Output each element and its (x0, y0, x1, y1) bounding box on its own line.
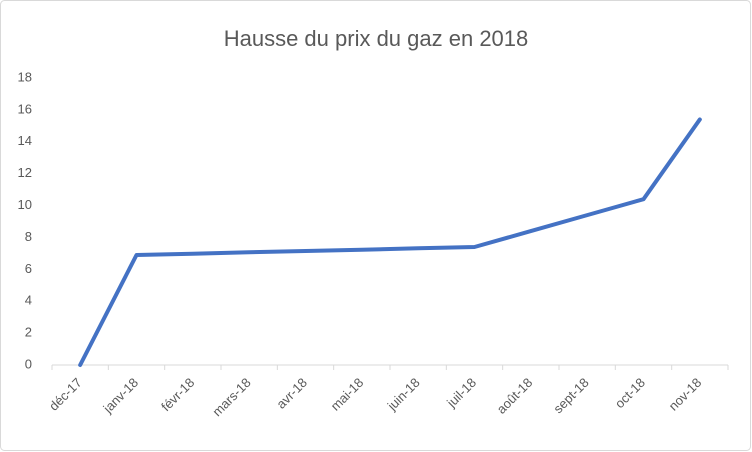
y-tick-label: 6 (25, 261, 32, 276)
y-tick-label: 14 (18, 133, 32, 148)
y-tick-label: 18 (18, 69, 32, 84)
y-tick-label: 2 (25, 325, 32, 340)
y-tick-label: 8 (25, 229, 32, 244)
y-tick-label: 4 (25, 293, 32, 308)
y-tick-label: 10 (18, 197, 32, 212)
chart-title: Hausse du prix du gaz en 2018 (224, 26, 529, 51)
y-tick-label: 12 (18, 165, 32, 180)
y-tick-label: 16 (18, 101, 32, 116)
y-tick-label: 0 (25, 356, 32, 371)
data-line (78, 117, 702, 367)
